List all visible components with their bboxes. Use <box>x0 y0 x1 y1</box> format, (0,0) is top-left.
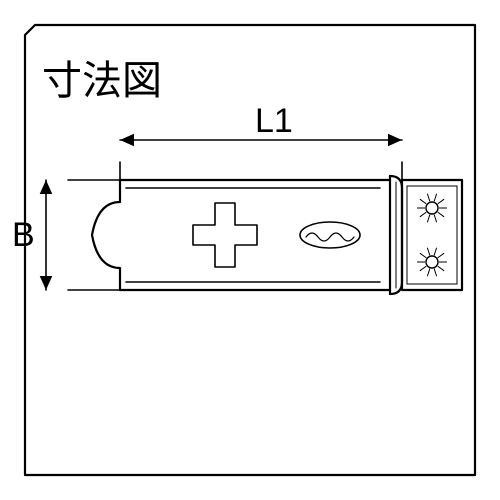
svg-text:B: B <box>12 216 35 254</box>
diagram-canvas: L1 B 寸法図 <box>0 0 500 500</box>
svg-text:L1: L1 <box>255 102 293 140</box>
diagram-title: 寸法図 <box>42 48 162 106</box>
